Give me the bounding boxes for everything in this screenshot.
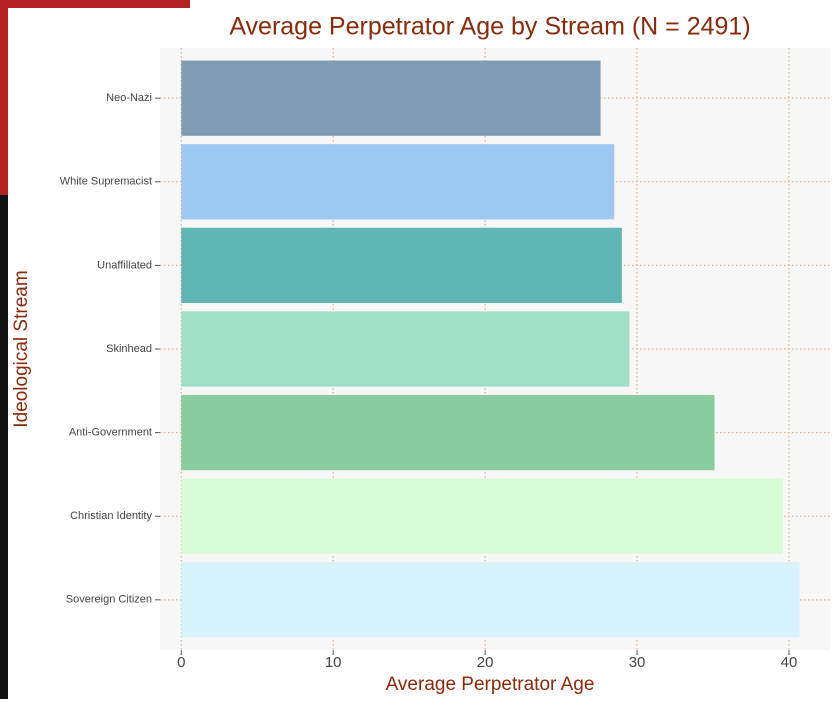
y-tick-label: Neo-Nazi [106,92,152,104]
side-strip [0,0,8,195]
x-tick-label: 40 [781,654,798,671]
x-tick-label: 10 [325,654,342,671]
bar [181,311,630,387]
y-tick-label: White Supremacist [60,176,152,188]
x-tick-label: 20 [477,654,494,671]
bar [181,394,715,471]
x-tick-label: 0 [177,654,185,671]
chart-title: Average Perpetrator Age by Stream (N = 2… [229,13,750,41]
y-tick-label: Unaffiliated [97,259,152,271]
bar [181,227,622,304]
bar [181,562,800,638]
y-tick-label: Skinhead [106,343,152,355]
y-tick-label: Sovereign Citizen [66,594,152,606]
side-strip [0,195,8,699]
top-strip [0,0,190,8]
x-tick-label: 30 [629,654,646,671]
bar [181,144,615,220]
bar [181,478,783,554]
y-tick-label: Anti-Government [69,427,152,439]
y-axis-title: Ideological Stream [11,270,32,427]
bar [181,60,601,136]
x-axis-title: Average Perpetrator Age [386,674,595,695]
y-tick-label: Christian Identity [70,510,152,522]
